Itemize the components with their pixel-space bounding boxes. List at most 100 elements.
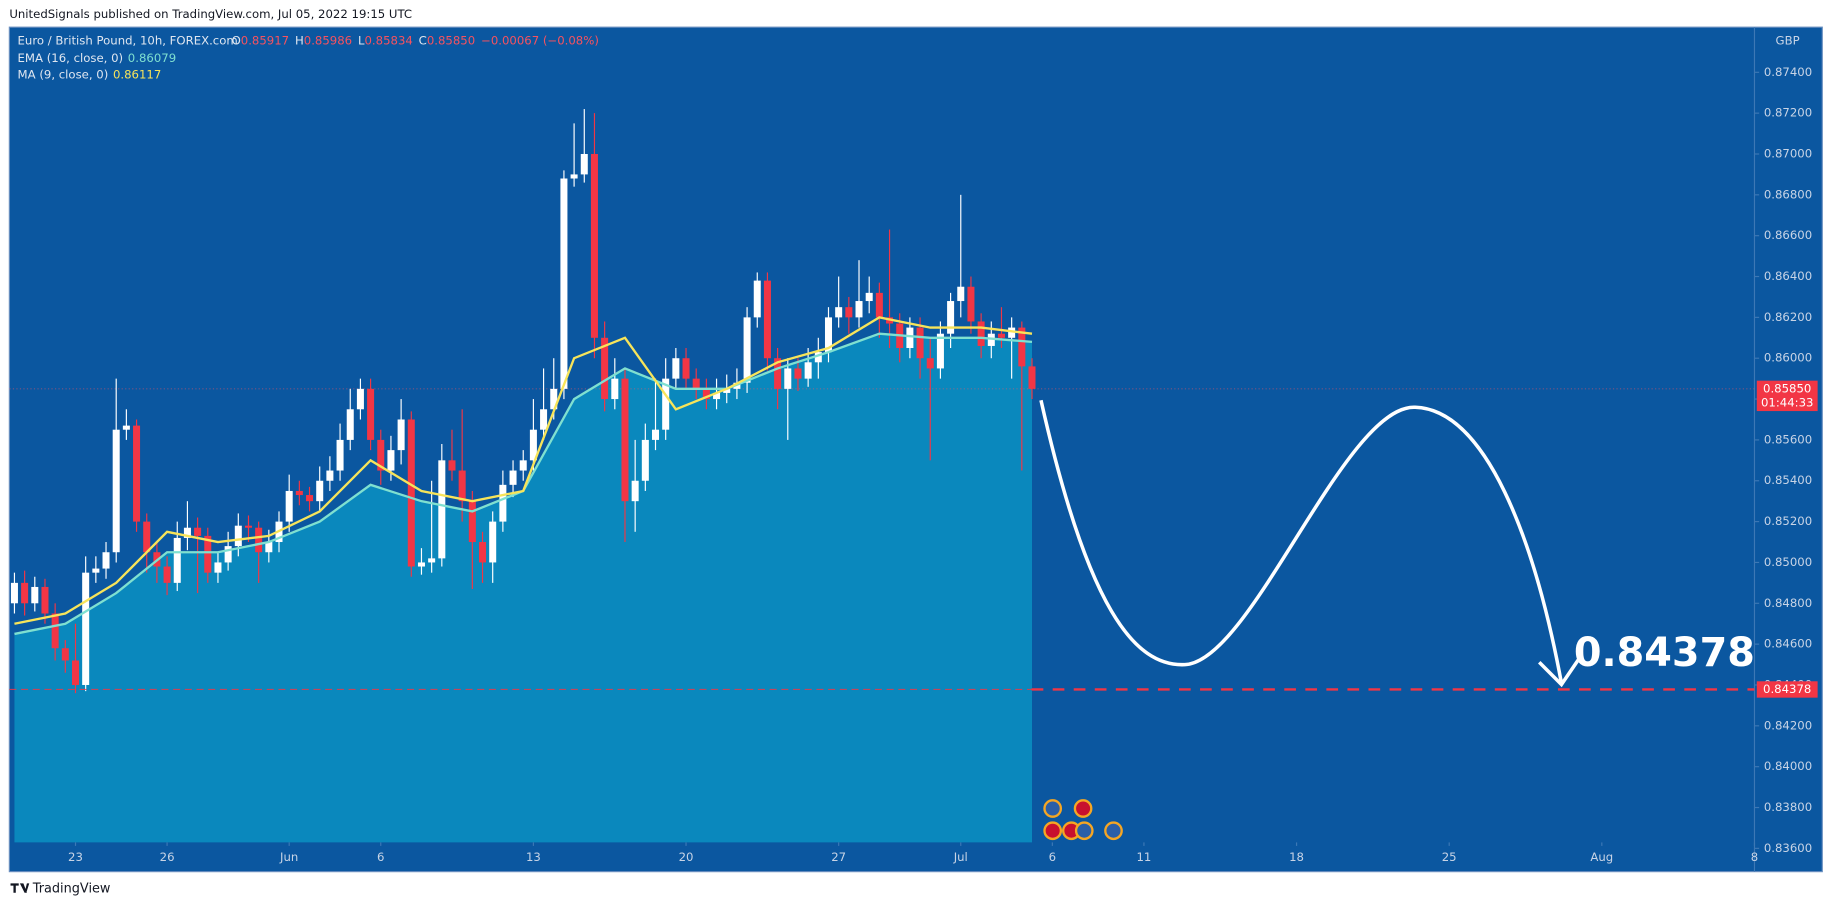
x-tick-label: 18 <box>1289 850 1304 864</box>
ohlc-legend: H <box>295 34 304 48</box>
candle-body <box>1008 327 1016 338</box>
y-tick-label: 0.85600 <box>1764 432 1812 446</box>
candle-body <box>346 409 354 440</box>
x-tick-label: Aug <box>1590 850 1613 864</box>
candle-body <box>560 178 568 389</box>
candle-body <box>611 378 619 400</box>
x-tick-label: Jul <box>953 850 968 864</box>
candle-body <box>417 562 425 567</box>
event-icons <box>1043 799 1123 841</box>
projection-curve <box>1039 399 1564 684</box>
candle-body <box>906 327 914 349</box>
candle-body <box>672 358 680 379</box>
candle-body <box>753 280 761 318</box>
y-tick-label: 0.87200 <box>1764 106 1812 120</box>
candle-body <box>570 174 578 179</box>
candle-body <box>122 425 130 430</box>
candle-body <box>255 527 263 553</box>
candle-body <box>814 352 822 363</box>
candle-body <box>865 292 873 302</box>
candle-body <box>987 333 995 346</box>
target-price-label: 0.84378 <box>1763 682 1811 696</box>
candle-body <box>407 419 415 567</box>
candle-body <box>21 582 29 604</box>
candle-body <box>713 392 721 400</box>
candle-body <box>621 378 629 502</box>
indicator-value: 0.86117 <box>113 68 161 82</box>
x-tick-label: 23 <box>68 850 83 864</box>
candle-body <box>51 613 59 649</box>
candle-body <box>875 292 883 318</box>
y-tick-label: 0.84800 <box>1764 596 1812 610</box>
x-tick-label: 8 <box>1751 850 1758 864</box>
candle-body <box>641 439 649 481</box>
indicator-line <box>14 316 1033 625</box>
candle-body <box>835 307 843 318</box>
candle-body <box>377 439 385 471</box>
target-annotation: 0.84378 <box>1574 630 1755 676</box>
candle-body <box>794 368 802 379</box>
symbol: Euro / British Pound, 10h, FOREX.com <box>18 34 238 48</box>
x-tick-label: 11 <box>1136 850 1151 864</box>
candle-body <box>204 535 212 573</box>
candle-body <box>845 307 853 318</box>
x-tick-label: 13 <box>526 850 541 864</box>
currency: GBP <box>1776 34 1800 48</box>
candle-body <box>397 419 405 451</box>
candle-body <box>947 301 955 334</box>
candle-body <box>784 368 792 389</box>
candle-body <box>997 333 1005 338</box>
candle-body <box>428 558 436 563</box>
publisher: UnitedSignals published on TradingView.c… <box>9 7 412 21</box>
ohlc-legend: L <box>358 34 365 48</box>
candle-body <box>916 327 924 359</box>
y-tick-label: 0.87400 <box>1764 65 1812 79</box>
x-tick-label: Jun <box>279 850 298 864</box>
indicator-value: 0.86079 <box>128 51 176 65</box>
candle-body <box>509 470 517 485</box>
candle-body <box>774 358 782 389</box>
candle-body <box>61 648 69 661</box>
candle-body <box>265 542 273 553</box>
x-tick-label: 6 <box>377 850 384 864</box>
candle-body <box>824 317 832 353</box>
candle-body <box>763 280 771 359</box>
ohlc-legend: C <box>419 34 427 48</box>
tradingview-logo: TradingView <box>10 882 110 897</box>
candle-body <box>31 586 39 604</box>
candle-body <box>41 586 49 614</box>
ohlc-legend: 0.85850 <box>427 34 475 48</box>
y-tick-label: 0.84200 <box>1764 718 1812 732</box>
y-tick-label: 0.85000 <box>1764 555 1812 569</box>
y-tick-label: 0.86600 <box>1764 228 1812 242</box>
candle-body <box>682 358 690 379</box>
target-price-box <box>1756 681 1818 698</box>
candle-body <box>367 388 375 440</box>
candle-body <box>957 286 965 302</box>
candle-body <box>743 317 751 383</box>
candle-body <box>244 525 252 528</box>
candle-body <box>550 388 558 410</box>
last-price-box <box>1756 380 1818 412</box>
candle-body <box>295 490 303 496</box>
candle-body <box>479 542 487 563</box>
candle-body <box>499 484 507 522</box>
indicator-name: MA (9, close, 0) <box>18 68 109 82</box>
candle-body <box>143 521 151 553</box>
ohlc-legend: 0.85986 <box>304 34 352 48</box>
ohlc-legend: 0.85917 <box>241 34 289 48</box>
ohlc-legend: 0.85834 <box>364 34 412 48</box>
candle-body <box>224 546 232 563</box>
candle-body <box>631 480 639 502</box>
candle-body <box>356 388 364 410</box>
y-tick-label: 0.84600 <box>1764 637 1812 651</box>
y-tick-label: 0.83800 <box>1764 800 1812 814</box>
candle-body <box>326 470 334 481</box>
projection-arrowhead <box>1538 657 1581 688</box>
x-tick-label: 27 <box>831 850 846 864</box>
last-price-label: 0.85850 <box>1763 381 1811 395</box>
candle-body <box>112 429 120 553</box>
candle-body <box>804 362 812 379</box>
candle-body <box>601 337 609 400</box>
